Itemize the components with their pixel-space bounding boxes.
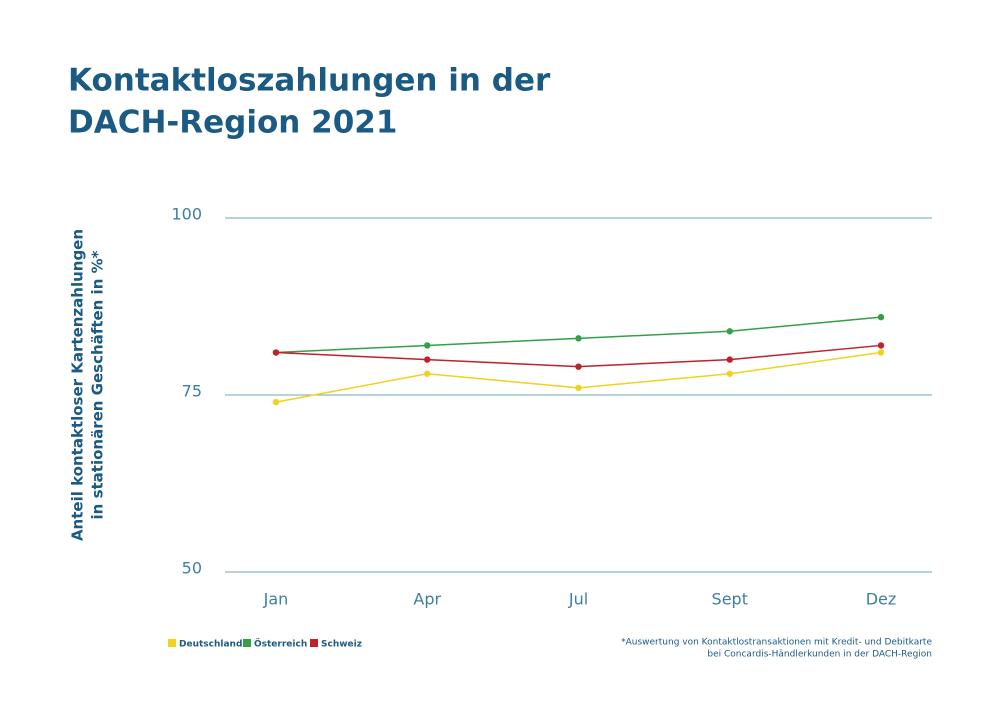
footnote: *Auswertung von Kontaktlostransaktionen … — [621, 638, 932, 648]
data-point — [575, 363, 582, 370]
data-point — [424, 356, 431, 363]
data-point — [272, 349, 280, 356]
x-tick-label: Dez — [866, 590, 897, 609]
data-point — [424, 342, 431, 349]
data-point — [877, 313, 885, 321]
y-tick-label: 50 — [182, 559, 202, 578]
data-point — [726, 370, 733, 377]
legend-label: Österreich — [254, 639, 307, 650]
y-tick-label: 75 — [182, 382, 202, 401]
y-axis-label: in stationären Geschäften in %* — [89, 250, 107, 519]
x-tick-label: Jan — [263, 590, 289, 609]
data-point — [272, 398, 280, 406]
x-tick-label: Sept — [712, 590, 748, 609]
x-tick-label: Jul — [568, 590, 588, 609]
legend-swatch — [243, 639, 251, 647]
y-axis-label: Anteil kontaktloser Kartenzahlungen — [69, 229, 87, 541]
legend-label: Schweiz — [321, 640, 362, 650]
data-point — [877, 342, 885, 349]
y-tick-label: 100 — [171, 205, 202, 224]
legend-label: Deutschland — [179, 640, 242, 650]
series-line — [275, 316, 882, 354]
data-point — [877, 349, 885, 356]
data-point — [575, 384, 582, 392]
x-tick-label: Apr — [413, 590, 441, 609]
legend-swatch — [310, 639, 318, 647]
chart-title: DACH-Region 2021 — [68, 105, 397, 141]
data-point — [726, 328, 733, 335]
legend-swatch — [168, 639, 176, 647]
footnote: bei Concardis-Händlerkunden in der DACH-… — [707, 650, 932, 660]
data-point — [424, 370, 431, 377]
chart-title: Kontaktloszahlungen in der — [68, 63, 551, 99]
data-point — [575, 335, 582, 342]
data-point — [726, 356, 733, 363]
